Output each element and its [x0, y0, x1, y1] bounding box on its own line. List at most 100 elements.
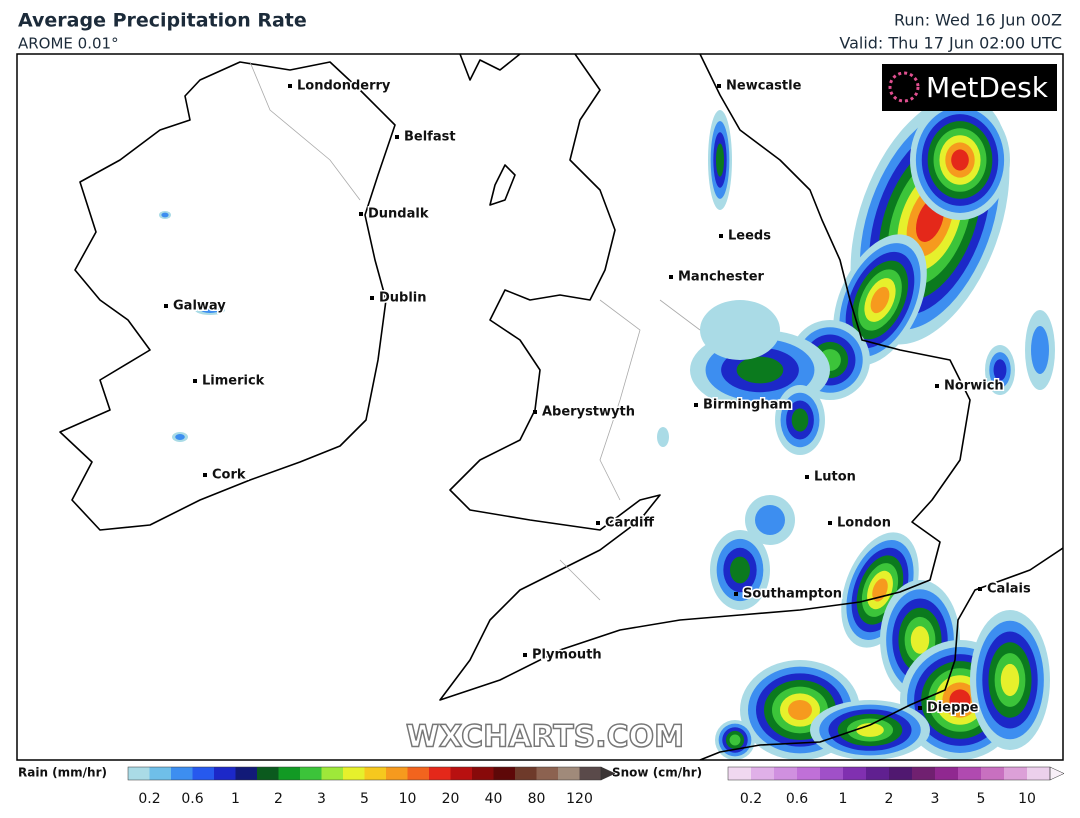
rain-swatch — [300, 767, 322, 780]
snow-arrow — [1049, 766, 1065, 781]
rain-area — [729, 734, 741, 746]
run-time: Run: Wed 16 Jun 00Z — [894, 11, 1062, 30]
city-label: Newcastle — [726, 79, 802, 94]
snow-swatch — [981, 767, 1004, 780]
rain-area — [755, 505, 785, 535]
city-label: Plymouth — [532, 648, 602, 663]
city-label: Birmingham — [703, 398, 792, 413]
city-label: Cardiff — [605, 516, 654, 531]
rain-swatch — [429, 767, 451, 780]
watermark: WXCHARTS.COM — [406, 720, 684, 755]
rain-swatch — [343, 767, 365, 780]
rain-swatch — [493, 767, 515, 780]
rain-area — [910, 626, 930, 654]
rain-swatch — [450, 767, 472, 780]
snow-tick-label: 2 — [885, 791, 894, 807]
city-label: Galway — [173, 299, 226, 314]
rain-tick-label: 2 — [274, 791, 283, 807]
rain-tick-label: 120 — [566, 791, 593, 807]
snow-tick-label: 0.6 — [786, 791, 808, 807]
rain-area — [870, 286, 890, 314]
rain-swatch — [214, 767, 236, 780]
rain-area — [1031, 326, 1049, 374]
rain-swatch — [257, 767, 279, 780]
rain-area — [201, 307, 219, 313]
city-dot — [719, 234, 723, 238]
snow-swatch — [797, 767, 820, 780]
snow-tick-label: 5 — [977, 791, 986, 807]
rain-area — [657, 427, 669, 447]
rain-tick-label: 10 — [399, 791, 417, 807]
city-label: Dublin — [379, 291, 427, 306]
valid-time: Valid: Thu 17 Jun 02:00 UTC — [839, 34, 1062, 53]
rain-tick-label: 80 — [528, 791, 546, 807]
rain-area — [791, 408, 809, 432]
rain-swatch — [192, 767, 214, 780]
city-label: Londonderry — [297, 79, 391, 94]
snow-swatch — [958, 767, 981, 780]
rain-area — [951, 149, 969, 171]
rain-area — [175, 434, 185, 440]
city-label: Limerick — [202, 374, 265, 389]
rain-swatch — [536, 767, 558, 780]
snow-bar-outline — [727, 766, 1051, 781]
city-dot — [533, 410, 537, 414]
snow-swatch — [774, 767, 797, 780]
city-dot — [523, 653, 527, 657]
snow-tick-label: 0.2 — [740, 791, 762, 807]
city-dot — [164, 304, 168, 308]
rain-area — [700, 300, 780, 360]
rain-tick-label: 0.6 — [181, 791, 203, 807]
scotland-coast — [459, 54, 521, 81]
rain-area — [993, 359, 1007, 381]
snow-legend-label: Snow (cm/hr) — [612, 766, 702, 780]
britain-coast — [439, 54, 971, 701]
city-dot — [596, 521, 600, 525]
city-dot — [918, 706, 922, 710]
snow-swatch — [935, 767, 958, 780]
isle-of-man — [489, 164, 516, 206]
rain-swatch — [235, 767, 257, 780]
city-label: Dieppe — [927, 701, 979, 716]
snow-swatch — [820, 767, 843, 780]
snow-swatch — [1004, 767, 1027, 780]
city-dot — [935, 384, 939, 388]
rain-area — [949, 689, 971, 711]
rain-swatch — [321, 767, 343, 780]
rain-area — [730, 556, 750, 584]
city-label: Aberystwyth — [542, 405, 635, 420]
snow-swatch — [889, 767, 912, 780]
rain-swatch — [386, 767, 408, 780]
city-label: Calais — [987, 582, 1031, 597]
city-dot — [978, 587, 982, 591]
snow-tick-label: 1 — [839, 791, 848, 807]
city-label: Norwich — [944, 379, 1004, 394]
snow-swatch — [866, 767, 889, 780]
city-dot — [734, 592, 738, 596]
rain-swatch — [171, 767, 193, 780]
ireland-coast — [59, 61, 396, 531]
city-label: Dundalk — [368, 207, 429, 222]
snow-swatch — [751, 767, 774, 780]
rain-swatch — [558, 767, 580, 780]
rain-tick-label: 1 — [231, 791, 240, 807]
rain-area — [716, 143, 724, 177]
city-dot — [805, 475, 809, 479]
logo-box — [882, 64, 1057, 111]
rain-swatch — [278, 767, 300, 780]
logo: MetDesk — [926, 71, 1049, 104]
precipitation — [159, 95, 1055, 760]
city-dot — [669, 275, 673, 279]
city-dot — [828, 521, 832, 525]
borders — [249, 61, 701, 601]
coastlines — [59, 54, 1063, 760]
rain-area — [161, 212, 169, 218]
snow-swatch — [728, 767, 751, 780]
rain-area — [736, 356, 784, 384]
model: AROME 0.01° — [18, 35, 119, 53]
rain-swatch — [407, 767, 429, 780]
france-coast — [699, 547, 1063, 760]
rain-tick-label: 5 — [360, 791, 369, 807]
map-frame — [16, 53, 1064, 761]
